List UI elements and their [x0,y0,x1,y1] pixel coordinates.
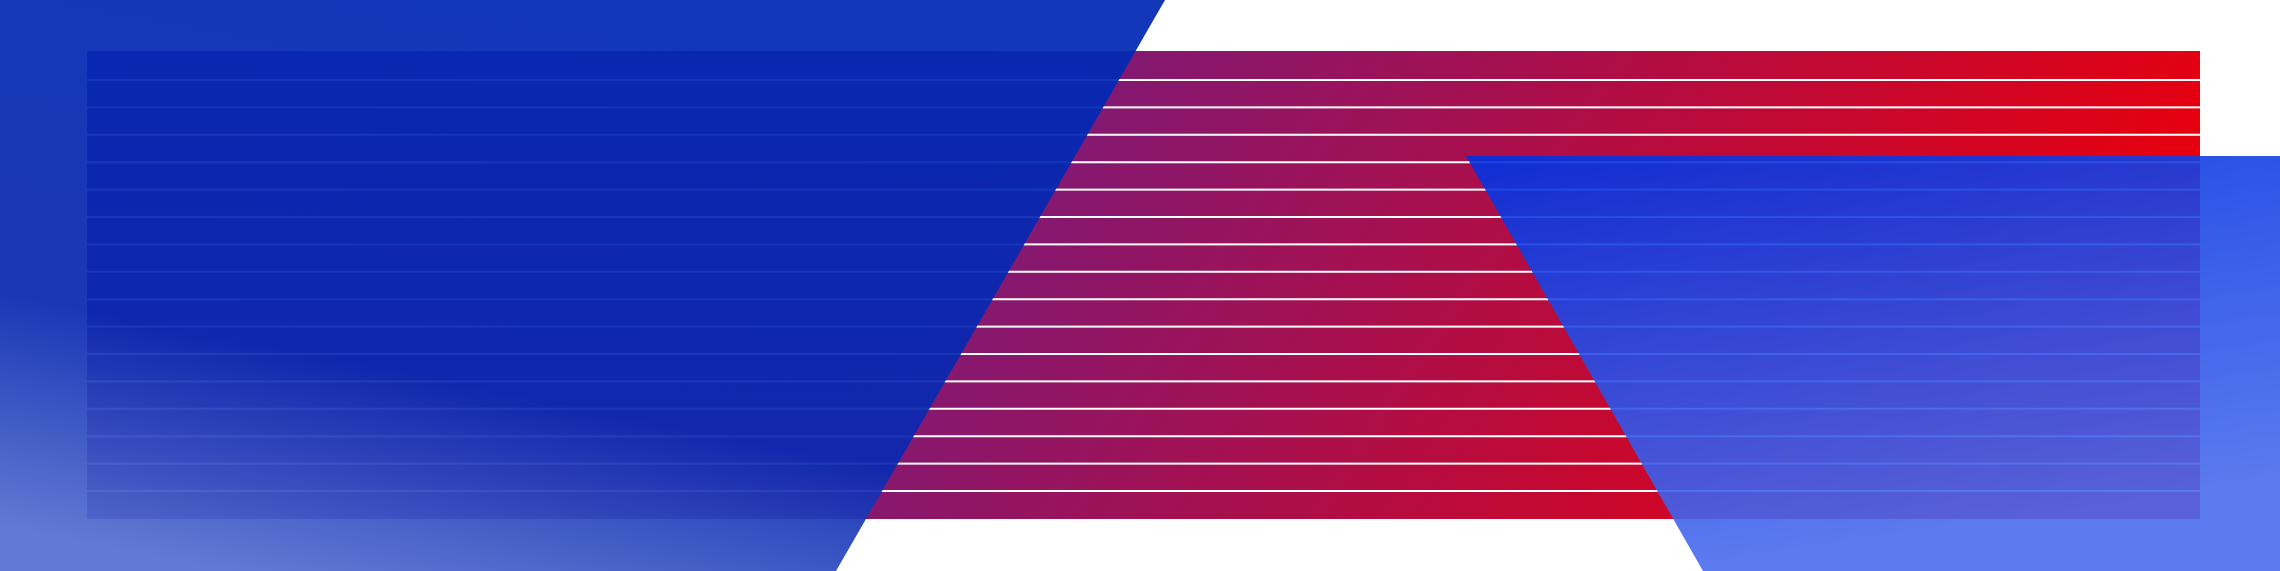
left-blue-shape [0,0,1165,571]
right-blue-shape [1466,156,2280,571]
